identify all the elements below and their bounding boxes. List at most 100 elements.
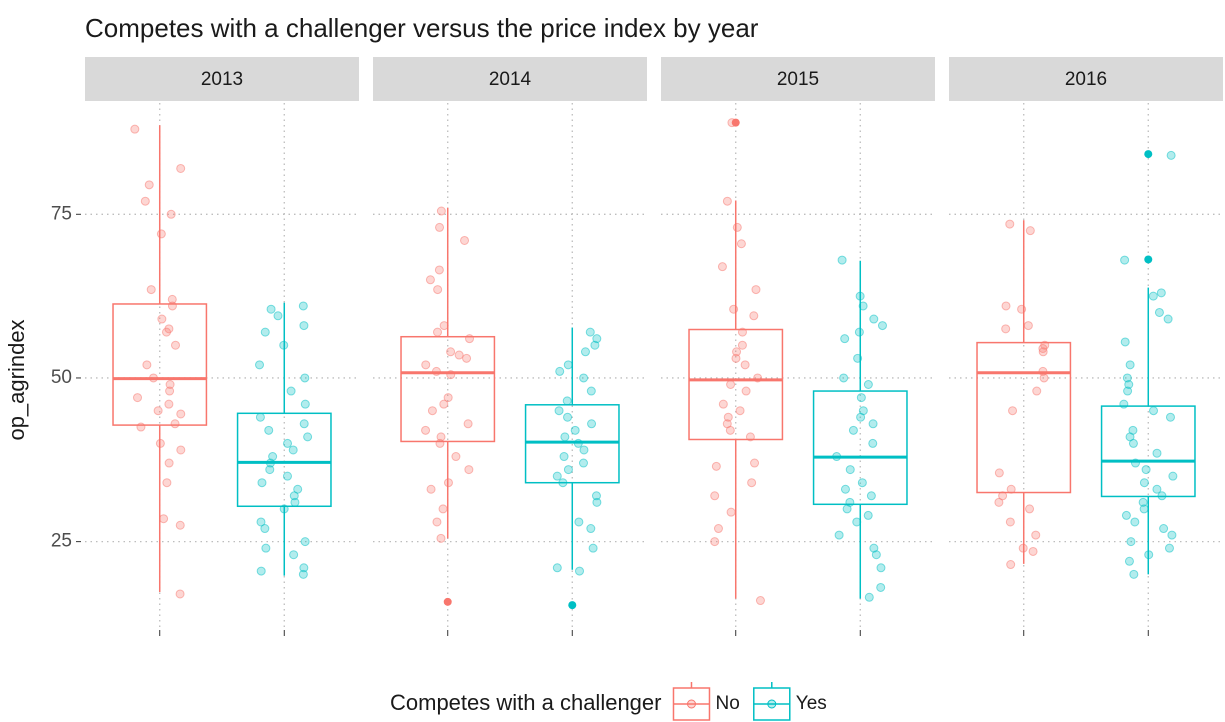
- point: [175, 589, 185, 599]
- point: [1157, 491, 1167, 501]
- point: [279, 504, 289, 514]
- point: [446, 347, 456, 357]
- point: [273, 311, 283, 321]
- point: [288, 445, 298, 455]
- point: [863, 380, 873, 390]
- box: [1100, 405, 1196, 498]
- point: [726, 380, 736, 390]
- point: [167, 294, 177, 304]
- point: [1156, 288, 1166, 298]
- point: [1167, 530, 1177, 540]
- point: [753, 373, 763, 383]
- point: [1005, 219, 1015, 229]
- point: [265, 465, 275, 475]
- point: [857, 478, 867, 488]
- point: [435, 438, 445, 448]
- point: [740, 360, 750, 370]
- outlier: [1144, 255, 1153, 264]
- box: [236, 412, 332, 508]
- point: [1119, 399, 1129, 409]
- point: [725, 425, 735, 435]
- y-axis-label: op_agrindex: [4, 319, 29, 440]
- point: [298, 301, 308, 311]
- point: [427, 406, 437, 416]
- point: [1031, 530, 1041, 540]
- point: [866, 491, 876, 501]
- point: [257, 478, 267, 488]
- point: [580, 347, 590, 357]
- point: [431, 366, 441, 376]
- point: [1168, 471, 1178, 481]
- point: [144, 180, 154, 190]
- point: [1001, 301, 1011, 311]
- facet-strip: [949, 57, 1223, 101]
- point: [876, 582, 886, 592]
- point: [737, 340, 747, 350]
- point: [462, 353, 472, 363]
- point: [832, 452, 842, 462]
- point: [1126, 537, 1136, 547]
- point: [727, 118, 737, 128]
- point: [1138, 497, 1148, 507]
- outlier: [568, 601, 577, 610]
- point: [834, 530, 844, 540]
- point: [1124, 556, 1134, 566]
- point: [1023, 321, 1033, 331]
- point: [560, 432, 570, 442]
- point: [1163, 314, 1173, 324]
- point: [425, 275, 435, 285]
- point: [170, 419, 180, 429]
- point: [856, 412, 866, 422]
- point: [142, 360, 152, 370]
- facet-label: 2015: [777, 69, 819, 90]
- point: [438, 504, 448, 514]
- legend-title: Competes with a challenger: [390, 690, 661, 715]
- facet-label: 2014: [489, 69, 532, 90]
- point: [869, 543, 879, 553]
- point: [855, 291, 865, 301]
- point: [750, 458, 760, 468]
- point: [1122, 373, 1132, 383]
- point: [1141, 465, 1151, 475]
- point: [1038, 366, 1048, 376]
- point: [563, 412, 573, 422]
- point: [1032, 386, 1042, 396]
- point: [161, 327, 171, 337]
- point: [171, 340, 181, 350]
- point: [255, 360, 265, 370]
- point: [266, 304, 276, 314]
- point: [840, 484, 850, 494]
- point: [426, 484, 436, 494]
- point: [735, 406, 745, 416]
- point: [848, 425, 858, 435]
- point: [1121, 510, 1131, 520]
- point: [436, 533, 446, 543]
- point: [579, 445, 589, 455]
- facet-strip: [85, 57, 359, 101]
- point: [1166, 150, 1176, 160]
- point: [711, 461, 721, 471]
- point: [176, 409, 186, 419]
- point: [436, 206, 446, 216]
- point: [299, 321, 309, 331]
- point: [723, 412, 733, 422]
- point: [289, 550, 299, 560]
- point: [741, 386, 751, 396]
- point: [573, 438, 583, 448]
- point: [164, 458, 174, 468]
- point: [463, 419, 473, 429]
- point: [852, 517, 862, 527]
- legend-label: Yes: [796, 693, 827, 714]
- point: [591, 491, 601, 501]
- point: [1025, 504, 1035, 514]
- point: [299, 419, 309, 429]
- point: [464, 465, 474, 475]
- point: [868, 438, 878, 448]
- point: [722, 196, 732, 206]
- facet-strip: [661, 57, 935, 101]
- point: [1039, 373, 1049, 383]
- legend-label: No: [715, 693, 739, 714]
- point: [133, 393, 143, 403]
- point: [432, 517, 442, 527]
